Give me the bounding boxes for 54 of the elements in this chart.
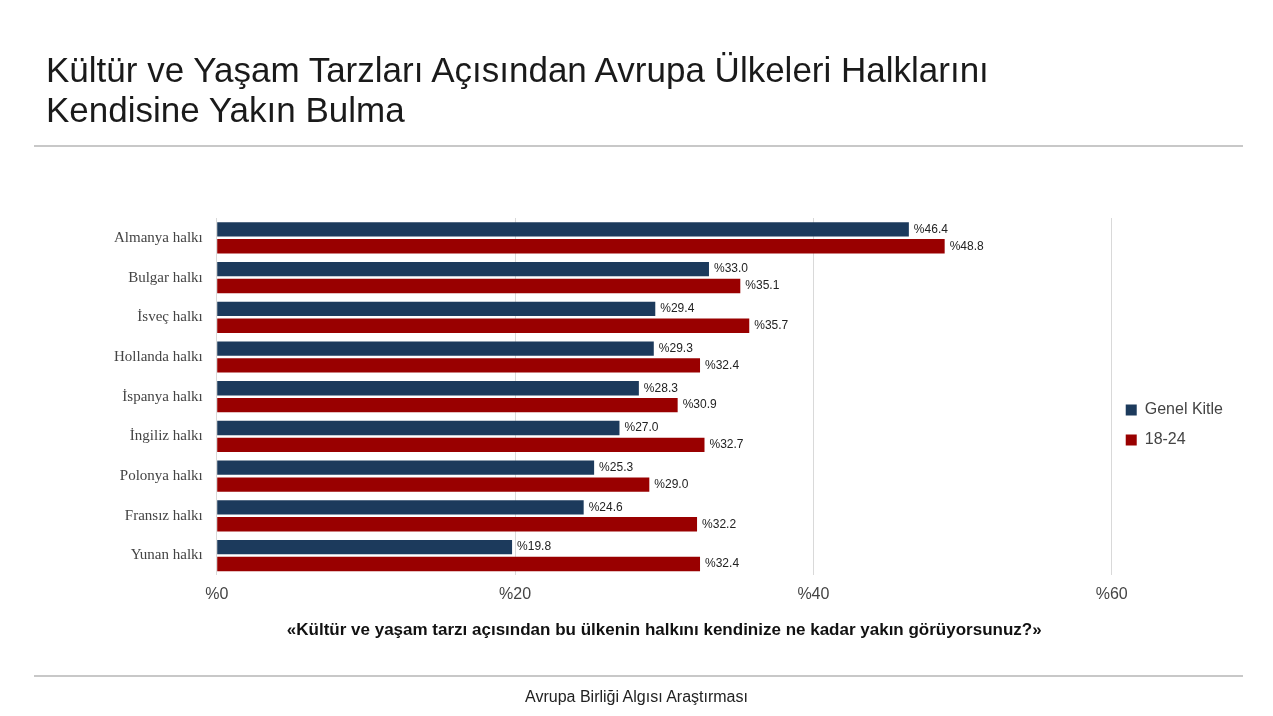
data-label: %29.4	[660, 301, 695, 316]
data-label: %24.6	[588, 499, 624, 514]
bar	[217, 539, 513, 555]
data-label: %30.9	[682, 397, 718, 412]
bar	[217, 420, 620, 436]
y-tick-label: Polonya halkı	[119, 467, 203, 484]
y-tick-label: İspanya halkı	[122, 387, 203, 404]
bar	[217, 397, 678, 413]
data-label: %35.1	[745, 278, 780, 293]
bar	[217, 341, 654, 356]
bar	[217, 301, 656, 317]
data-label: %25.3	[599, 460, 634, 474]
x-tick-label: %0	[205, 585, 229, 603]
x-tick-label: %20	[499, 585, 532, 603]
data-label: %27.0	[624, 420, 659, 435]
y-tick-label: Bulgar halkı	[128, 268, 203, 285]
x-tick-label: %40	[797, 585, 830, 603]
y-tick-label: Yunan halkı	[130, 546, 203, 563]
bar	[217, 437, 705, 453]
bar	[217, 239, 945, 254]
bar	[217, 500, 584, 515]
y-tick-label: İsveç halkı	[137, 308, 203, 325]
data-label: %32.2	[702, 516, 737, 531]
bar	[217, 358, 701, 373]
data-label: %33.0	[713, 261, 749, 276]
legend-label: 18-24	[1144, 430, 1186, 448]
data-label: %29.3	[658, 340, 694, 355]
bar	[217, 477, 650, 492]
x-tick-label: %60	[1095, 585, 1128, 603]
bar	[217, 222, 909, 237]
bar	[217, 381, 639, 396]
y-tick-label: Fransız halkı	[124, 506, 203, 523]
bar	[217, 517, 698, 532]
data-label: %48.8	[949, 238, 985, 253]
x-axis-title: «Kültür ve yaşam tarzı açısından bu ülkenin halkını kendinize ne kadar yakın görüyorsunuz?»	[286, 620, 1042, 640]
data-label: %32.7	[709, 437, 744, 452]
data-label: %32.4	[705, 556, 740, 571]
legend-label: Genel Kitle	[1144, 400, 1224, 418]
y-tick-label: Almanya halkı	[113, 228, 203, 245]
data-label: %19.8	[517, 539, 552, 554]
data-label: %35.7	[754, 318, 789, 333]
y-tick-label: İngiliz halkı	[129, 427, 203, 444]
data-label: %29.0	[654, 476, 689, 491]
bar	[217, 556, 701, 572]
data-label: %46.4	[913, 221, 949, 236]
bar	[217, 278, 741, 294]
data-label: %28.3	[643, 380, 679, 395]
bar	[217, 318, 750, 333]
bar	[217, 261, 709, 277]
data-label: %32.4	[705, 357, 740, 372]
text: Avrupa Birliği Algısı Araştırması	[524, 688, 749, 706]
bar	[217, 460, 595, 475]
chart-title: Kültür ve Yaşam Tarzları Açısından Avrupa Ülkeleri Halklarını Kendisine Yakın Bulma	[46, 50, 990, 130]
y-tick-label: Hollanda halkı	[113, 347, 203, 364]
